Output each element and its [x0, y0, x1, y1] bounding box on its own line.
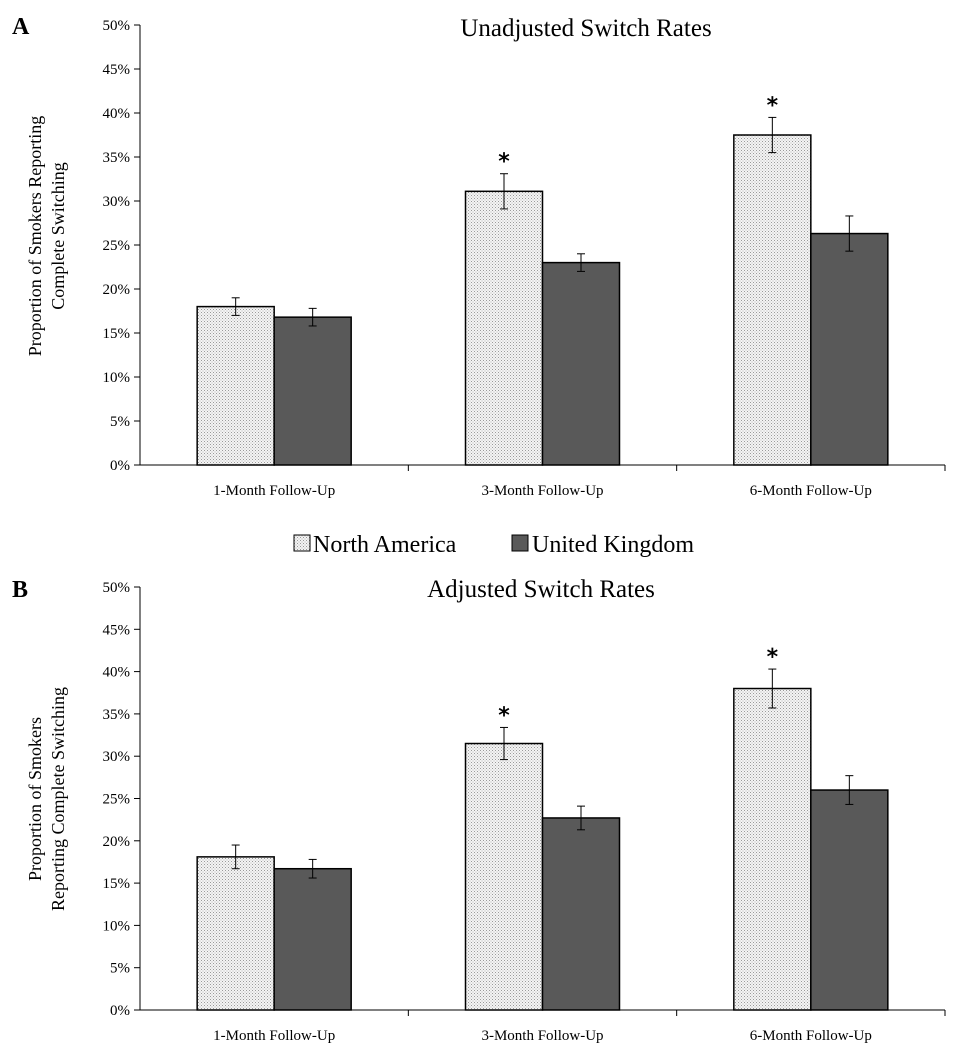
bar-north-america [196, 305, 275, 466]
y-axis-label-a-line1: Proportion of Smokers Reporting [25, 116, 45, 357]
y-tick-label: 10% [103, 918, 131, 934]
y-tick-label: 40% [103, 106, 131, 122]
panel-letter-a: A [12, 14, 30, 40]
plot-area-b: 0% 5% 10% 15% 20% 25% 30% 35% 40% 45% 50% 1-Month F… [103, 580, 946, 1044]
y-tick-label: 45% [103, 62, 131, 78]
bar-united-kingdom [273, 316, 352, 466]
y-tick-label: 35% [103, 150, 131, 166]
panel-b: B Adjusted Switch Rates Proportion of Sm… [12, 576, 946, 1044]
y-tick-label: 5% [110, 961, 130, 977]
y-tick-label: 20% [103, 282, 131, 298]
y-tick-label: 15% [103, 876, 131, 892]
panel-letter-b: B [12, 577, 28, 603]
plot-area-a: 0% 5% 10% 15% 20% 25% 30% 35% 40% 45% 50% 1-Month F… [103, 18, 946, 499]
bar-north-america [733, 687, 812, 1011]
legend: North America United Kingdom [293, 532, 694, 558]
x-category-label: 3-Month Follow-Up [481, 1028, 603, 1044]
legend-swatch-united-kingdom [511, 534, 529, 552]
x-category-label: 1-Month Follow-Up [213, 483, 335, 499]
legend-label-north-america: North America [313, 532, 457, 558]
bar-united-kingdom [541, 817, 621, 1011]
y-tick-label: 35% [103, 707, 131, 723]
y-tick-label: 20% [103, 834, 131, 850]
bar-united-kingdom [541, 261, 621, 466]
y-axis-label-b-line1: Proportion of Smokers [25, 717, 45, 881]
bar-united-kingdom [810, 789, 889, 1011]
legend-swatch-north-america [293, 534, 311, 552]
bar-united-kingdom [273, 867, 352, 1011]
bar-north-america [464, 742, 544, 1011]
y-tick-label: 0% [110, 1003, 130, 1019]
y-tick-label: 15% [103, 326, 131, 342]
y-tick-label: 50% [103, 18, 131, 34]
y-tick-label: 25% [103, 238, 131, 254]
significance-marker: * [767, 645, 779, 670]
chart-title-b: Adjusted Switch Rates [427, 576, 655, 603]
bar-north-america [733, 134, 812, 466]
y-tick-label: 30% [103, 749, 131, 765]
x-category-label: 6-Month Follow-Up [750, 483, 872, 499]
panel-a: A Unadjusted Switch Rates Proportion of … [12, 14, 946, 499]
y-axis-label-a-line2: Complete Switching [48, 162, 68, 310]
y-tick-label: 30% [103, 194, 131, 210]
y-axis-label-b-line2: Reporting Complete Switching [48, 687, 68, 911]
chart-title-a: Unadjusted Switch Rates [460, 15, 711, 42]
x-category-label: 1-Month Follow-Up [213, 1028, 335, 1044]
y-tick-label: 25% [103, 792, 131, 808]
significance-marker: * [498, 150, 510, 175]
y-tick-label: 50% [103, 580, 131, 596]
y-tick-label: 0% [110, 458, 130, 474]
significance-marker: * [498, 703, 510, 728]
y-tick-label: 45% [103, 622, 131, 638]
y-tick-label: 10% [103, 370, 131, 386]
significance-marker: * [767, 93, 779, 118]
bar-north-america [464, 190, 544, 466]
y-tick-label: 40% [103, 665, 131, 681]
x-category-label: 3-Month Follow-Up [481, 483, 603, 499]
bar-north-america [196, 856, 275, 1011]
bar-united-kingdom [810, 232, 889, 466]
x-category-label: 6-Month Follow-Up [750, 1028, 872, 1044]
y-tick-label: 5% [110, 414, 130, 430]
legend-label-united-kingdom: United Kingdom [532, 532, 694, 558]
